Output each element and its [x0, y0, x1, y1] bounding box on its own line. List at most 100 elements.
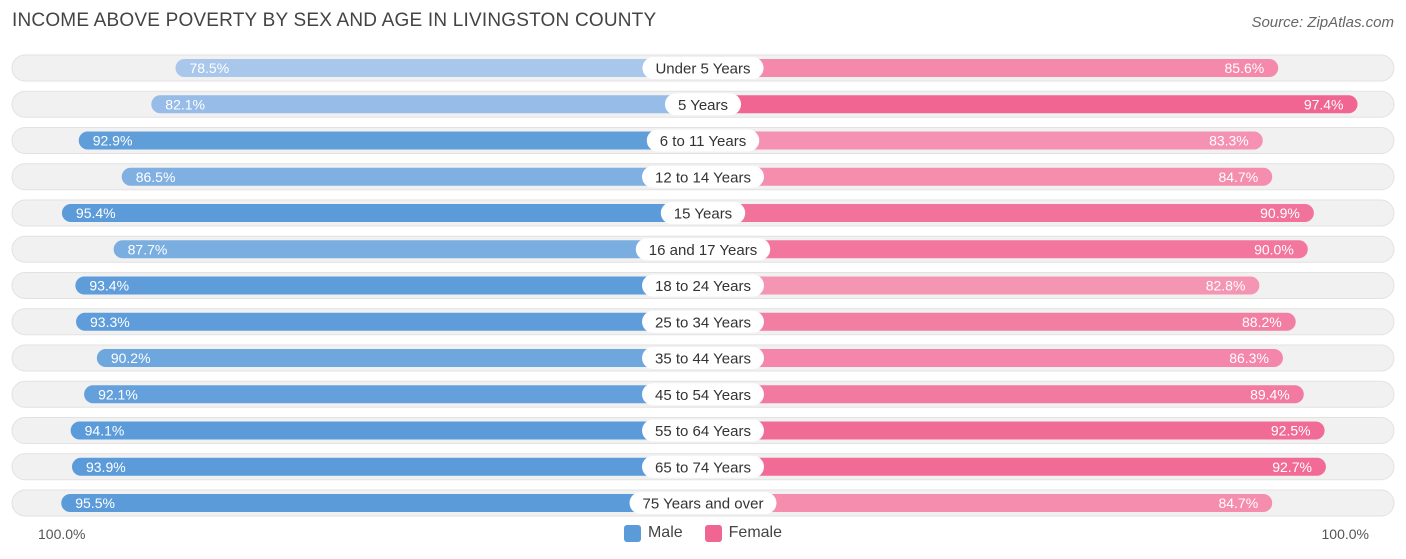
- bar-row: 94.1% 92.5% 55 to 64 Years: [11, 417, 1395, 444]
- male-value-label: 94.1%: [85, 423, 125, 439]
- bar-row: 95.5% 84.7% 75 Years and over: [11, 489, 1395, 517]
- female-value-label: 84.7%: [1218, 169, 1258, 185]
- category-pill: [642, 310, 764, 333]
- male-bar: [96, 349, 703, 367]
- bar-row: 92.1% 89.4% 45 to 54 Years: [11, 380, 1395, 408]
- male-bar: [78, 131, 704, 150]
- female-value-label: 84.7%: [1218, 495, 1258, 511]
- category-label: 16 and 17 Years: [649, 242, 757, 259]
- bar-row: 95.4% 90.9% 15 Years: [11, 199, 1395, 227]
- category-pill: [642, 57, 764, 79]
- legend-label-male: Male: [647, 524, 683, 541]
- category-pill: [642, 455, 764, 478]
- male-value-label: 95.4%: [76, 205, 116, 221]
- male-value-label: 92.9%: [93, 133, 133, 149]
- female-value-label: 92.7%: [1272, 459, 1312, 475]
- chart-area: 78.5% 85.6% Under 5 Years 82.1% 97.4% 5 Years…: [11, 54, 1395, 517]
- bar-row: 93.3% 88.2% 25 to 34 Years: [11, 308, 1395, 336]
- male-value-label: 90.2%: [111, 350, 151, 366]
- male-value-label: 95.5%: [75, 495, 115, 511]
- male-bar: [151, 95, 704, 114]
- category-pill: [642, 165, 764, 188]
- category-label: 5 Years: [678, 97, 728, 114]
- female-bar: [703, 349, 1283, 367]
- category-label: 25 to 34 Years: [655, 314, 751, 331]
- female-bar: [703, 457, 1326, 476]
- male-value-label: 82.1%: [165, 96, 205, 112]
- category-label: 55 to 64 Years: [655, 423, 751, 440]
- male-value-label: 87.7%: [128, 241, 168, 257]
- category-pill: [642, 274, 764, 297]
- chart-title: INCOME ABOVE POVERTY BY SEX AND AGE IN L…: [12, 10, 657, 31]
- male-bar: [175, 59, 704, 77]
- female-bar: [703, 167, 1273, 186]
- category-pill: [642, 383, 764, 406]
- female-value-label: 85.6%: [1225, 60, 1265, 76]
- female-bar: [703, 385, 1304, 404]
- bar-row: 93.9% 92.7% 65 to 74 Years: [11, 453, 1395, 481]
- bar-row: 86.5% 84.7% 12 to 14 Years: [11, 163, 1395, 191]
- legend: Male Female: [0, 524, 1406, 542]
- category-label: 12 to 14 Years: [655, 169, 751, 186]
- female-value-label: 82.8%: [1206, 278, 1246, 294]
- axis-left-label: 100.0%: [38, 526, 86, 542]
- female-value-label: 86.3%: [1229, 350, 1269, 366]
- legend-swatch-male: [623, 524, 641, 542]
- source-label[interactable]: Source: ZipAtlas.com: [1251, 14, 1394, 31]
- female-bar: [703, 59, 1279, 77]
- category-pill: [629, 492, 777, 514]
- male-bar: [121, 167, 704, 186]
- female-bar: [703, 204, 1314, 222]
- male-bar: [71, 457, 703, 476]
- category-label: Under 5 Years: [655, 61, 750, 78]
- category-label: 35 to 44 Years: [655, 351, 751, 368]
- male-value-label: 93.4%: [89, 278, 129, 294]
- bar-row: 93.4% 82.8% 18 to 24 Years: [11, 272, 1395, 299]
- bar-row: 90.2% 86.3% 35 to 44 Years: [11, 344, 1395, 372]
- bar-row: 87.7% 90.0% 16 and 17 Years: [11, 235, 1395, 263]
- male-bar: [76, 312, 704, 331]
- bar-row: 92.9% 83.3% 6 to 11 Years: [11, 127, 1395, 154]
- female-bar: [703, 95, 1358, 114]
- category-pill: [642, 419, 764, 442]
- category-label: 18 to 24 Years: [655, 278, 751, 295]
- male-bar: [61, 204, 704, 222]
- male-bar: [61, 494, 704, 512]
- male-value-label: 93.9%: [86, 459, 126, 475]
- legend-item-male[interactable]: Male: [623, 524, 683, 542]
- category-pill: [642, 347, 764, 369]
- male-bar: [113, 240, 703, 259]
- female-value-label: 88.2%: [1242, 314, 1282, 330]
- category-pill: [664, 93, 742, 116]
- male-value-label: 93.3%: [90, 314, 130, 330]
- legend-item-female[interactable]: Female: [704, 524, 782, 542]
- male-value-label: 86.5%: [136, 169, 176, 185]
- category-pill: [635, 238, 771, 261]
- bar-row: 82.1% 97.4% 5 Years: [11, 90, 1395, 118]
- category-label: 15 Years: [674, 206, 732, 223]
- male-bar: [70, 421, 703, 440]
- female-bar: [703, 240, 1308, 259]
- female-value-label: 83.3%: [1209, 133, 1249, 149]
- female-bar: [703, 421, 1325, 440]
- category-label: 6 to 11 Years: [660, 133, 746, 150]
- female-value-label: 92.5%: [1271, 423, 1311, 439]
- axis-right-label: 100.0%: [1321, 526, 1369, 542]
- female-bar: [703, 276, 1260, 295]
- female-bar: [703, 312, 1296, 331]
- bar-row: 78.5% 85.6% Under 5 Years: [11, 54, 1395, 82]
- male-value-label: 92.1%: [98, 386, 138, 402]
- female-value-label: 90.0%: [1254, 241, 1294, 257]
- legend-swatch-female: [704, 524, 722, 542]
- female-bar: [703, 131, 1263, 150]
- category-label: 75 Years and over: [643, 496, 764, 513]
- category-pill: [646, 129, 760, 152]
- female-bar: [703, 494, 1273, 512]
- male-bar: [84, 385, 703, 404]
- male-value-label: 78.5%: [189, 60, 229, 76]
- category-label: 65 to 74 Years: [655, 459, 751, 476]
- female-value-label: 97.4%: [1304, 96, 1344, 112]
- category-pill: [660, 202, 746, 224]
- female-value-label: 90.9%: [1260, 205, 1300, 221]
- male-bar: [75, 276, 704, 295]
